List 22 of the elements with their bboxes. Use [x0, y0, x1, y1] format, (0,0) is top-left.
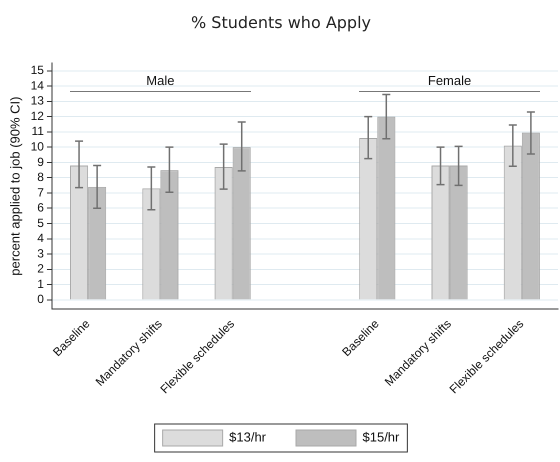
y-tick-label: 5: [37, 216, 44, 230]
y-tick-label: 2: [37, 262, 44, 276]
legend-label: $13/hr: [229, 430, 267, 445]
y-tick-label: 9: [37, 154, 44, 169]
y-tick-label: 3: [37, 246, 44, 260]
y-tick-label: 4: [37, 231, 44, 246]
y-tick-label: 11: [31, 124, 44, 138]
legend-label: $15/hr: [362, 430, 400, 445]
y-tick-label: 7: [37, 185, 44, 200]
y-axis-title: percent applied to job (90% CI): [7, 96, 22, 276]
annotation: Male: [146, 72, 174, 88]
y-tick-label: 13: [30, 94, 44, 108]
y-tick-label: 10: [30, 139, 44, 154]
y-tick-label: 0: [37, 292, 44, 306]
y-tick-label: 12: [30, 108, 44, 123]
chart-title: % Students who Apply: [191, 12, 371, 32]
y-tick-label: 6: [37, 200, 44, 215]
y-tick-label: 14: [30, 78, 44, 92]
y-tick-label: 1: [37, 276, 44, 291]
y-tick-label: 15: [30, 63, 44, 78]
annotation: Female: [428, 72, 472, 88]
y-tick-label: 8: [37, 170, 44, 184]
